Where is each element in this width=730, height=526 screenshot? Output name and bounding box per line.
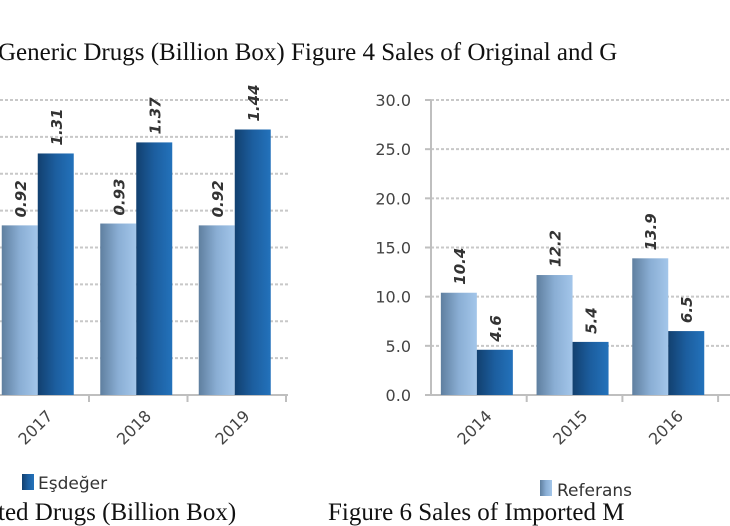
bar-dark: [668, 331, 705, 395]
chart-left: 0.92 1.31 2017 0.93 1.37 2018 0.92 1.44 2019: [0, 84, 288, 449]
bar-light: [1, 225, 38, 395]
caption-bottom-right: Figure 6 Sales of Imported M: [328, 499, 624, 526]
data-label: 0.93: [110, 179, 128, 216]
y-tick-label: 0.0: [386, 386, 411, 405]
x-tick-label: 2017: [14, 406, 56, 448]
y-tick-label: 30.0: [375, 91, 411, 110]
bar-light: [198, 225, 235, 395]
data-label: 4.6: [487, 315, 505, 343]
y-tick-label: 15.0: [375, 239, 411, 258]
bar-dark: [572, 341, 609, 395]
data-label: 1.31: [48, 108, 66, 145]
caption-top: Generic Drugs (Billion Box) Figure 4 Sal…: [0, 39, 617, 66]
data-label: 1.44: [245, 84, 263, 121]
y-tick-label: 5.0: [386, 337, 411, 356]
legend-swatch-esdeger: [22, 474, 34, 490]
data-label: 12.2: [547, 230, 565, 267]
bar-light: [632, 258, 669, 395]
data-label: 13.9: [642, 213, 660, 250]
x-tick-label: 2019: [211, 406, 253, 448]
x-tick-label: 2018: [113, 406, 155, 448]
bar-dark: [234, 129, 271, 395]
bar-dark: [136, 142, 173, 395]
y-tick-label: 25.0: [375, 140, 411, 159]
legend-swatch-referans: [540, 480, 552, 496]
y-tick-label: 10.0: [375, 288, 411, 307]
bar-light: [100, 223, 137, 395]
y-tick-label: 20.0: [375, 189, 411, 208]
legend-label-esdeger: Eşdeğer: [38, 474, 107, 494]
data-label: 5.4: [583, 307, 601, 334]
data-label: 1.37: [146, 97, 164, 135]
data-label: 0.92: [209, 180, 227, 217]
bar-dark: [37, 153, 74, 395]
data-label: 0.92: [12, 180, 30, 217]
data-label: 6.5: [678, 297, 696, 324]
chart-right: 0.0 5.0 10.0 15.0 20.0 25.0 30.0 10.4 4.6 2014 12.…: [375, 91, 730, 449]
bar-dark: [476, 349, 513, 395]
x-tick-label: 2015: [549, 406, 591, 448]
x-tick-label: 2016: [645, 406, 687, 448]
bar-light: [536, 275, 573, 395]
bar-light: [440, 292, 477, 395]
caption-bottom-left: ted Drugs (Billion Box): [0, 499, 236, 526]
x-tick-label: 2014: [453, 406, 495, 448]
data-label: 10.4: [451, 248, 469, 285]
legend-label-referans: Referans: [557, 481, 632, 501]
